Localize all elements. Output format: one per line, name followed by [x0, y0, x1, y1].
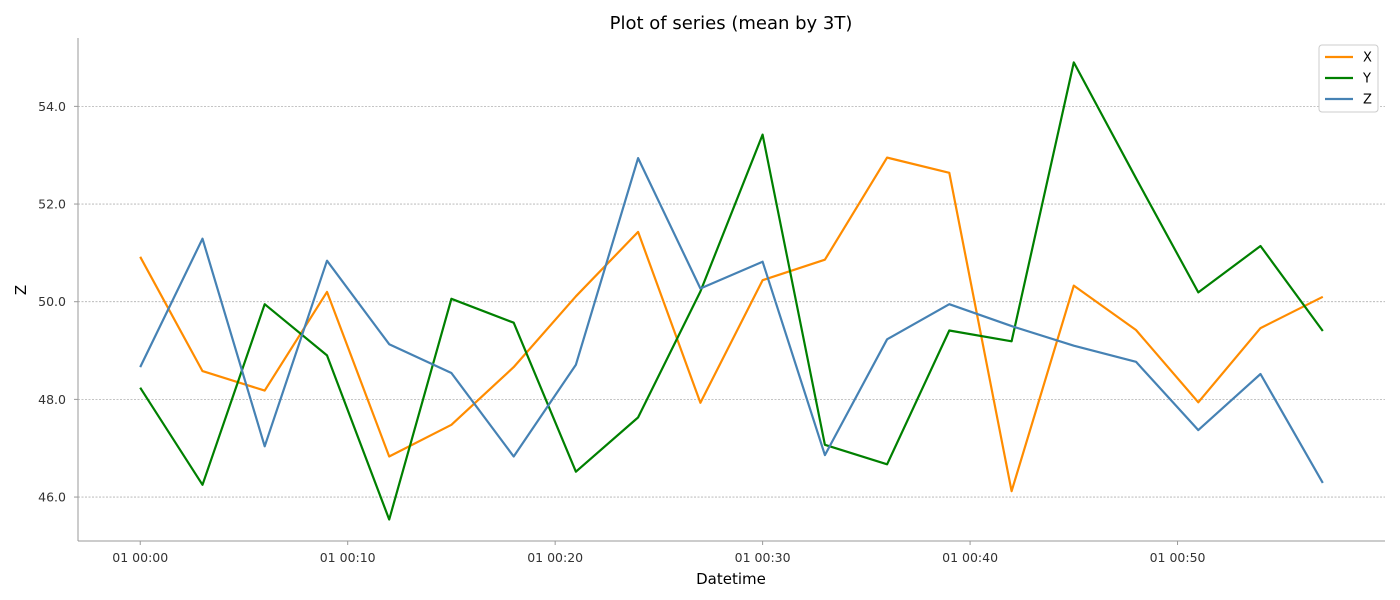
legend-label-x: X: [1363, 51, 1372, 66]
x-tick-label: 01 00:40: [942, 550, 998, 565]
y-tick-label: 52.0: [38, 197, 66, 212]
y-tick-label: 46.0: [38, 490, 66, 505]
series-line-x: [139, 156, 1324, 493]
legend-label-y: Y: [1362, 72, 1371, 87]
y-tick-label: 50.0: [38, 294, 66, 309]
legend: XYZ: [1318, 44, 1379, 113]
x-tick-label: 01 00:30: [735, 550, 791, 565]
y-axis-ticks: 46.0 48.0 50.0 52.0 54.0: [38, 99, 78, 505]
y-tick-label: 48.0: [38, 392, 66, 407]
chart-title: Plot of series (mean by 3T): [610, 13, 853, 34]
x-tick-label: 01 00:20: [527, 550, 583, 565]
x-tick-label: 01 00:50: [1150, 550, 1206, 565]
legend-label-z: Z: [1363, 93, 1372, 108]
y-tick-label: 54.0: [38, 99, 66, 114]
x-axis-ticks: 01 00:00 01 00:10 01 00:20 01 00:30 01 00:40…: [112, 541, 1206, 565]
series-line-z: [139, 157, 1324, 484]
series-line-y: [139, 61, 1324, 521]
grid-lines: [78, 105, 1385, 498]
y-axis-label: Z: [12, 285, 30, 295]
x-axis-label: Datetime: [696, 570, 766, 588]
x-tick-label: 01 00:00: [112, 550, 168, 565]
x-tick-label: 01 00:10: [320, 550, 376, 565]
series-lines: [139, 61, 1324, 521]
